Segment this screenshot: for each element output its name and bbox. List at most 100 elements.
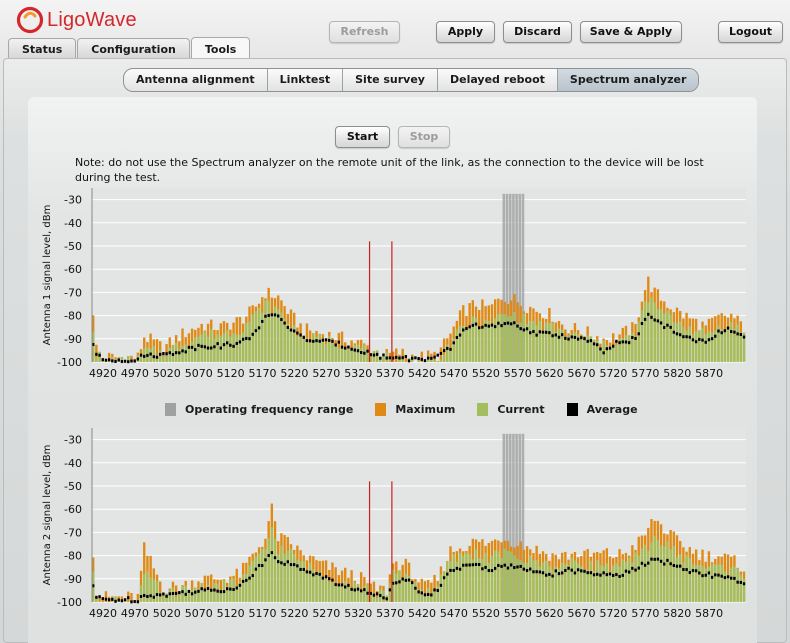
current-bar xyxy=(723,571,727,602)
current-bar xyxy=(344,349,347,362)
average-point xyxy=(554,569,557,573)
current-bar xyxy=(647,302,650,362)
current-bar xyxy=(340,585,344,602)
operating-range-bar xyxy=(521,193,525,362)
current-bar xyxy=(146,571,149,602)
subtab-delayed-reboot[interactable]: Delayed reboot xyxy=(438,69,558,91)
save-apply-button[interactable]: Save & Apply xyxy=(580,21,682,43)
current-bar xyxy=(685,555,688,602)
current-bar xyxy=(707,331,711,362)
current-bar xyxy=(596,560,599,602)
logout-button[interactable]: Logout xyxy=(718,21,783,43)
current-bar xyxy=(576,563,580,602)
current-bar xyxy=(363,585,366,602)
current-bar xyxy=(162,593,165,602)
apply-button[interactable]: Apply xyxy=(436,21,495,43)
current-bar xyxy=(640,310,644,362)
average-point xyxy=(350,347,353,351)
average-point xyxy=(133,600,136,604)
main-tabs: Status Configuration Tools xyxy=(8,37,251,59)
current-bar xyxy=(647,550,650,602)
refresh-button[interactable]: Refresh xyxy=(329,21,400,43)
average-point xyxy=(331,339,334,343)
current-bar xyxy=(152,345,156,362)
current-bar xyxy=(608,571,612,602)
current-bar xyxy=(669,314,672,362)
current-bar xyxy=(152,579,156,602)
current-bar xyxy=(471,559,475,602)
maximum-bar xyxy=(375,591,379,602)
current-bar xyxy=(643,544,647,602)
current-bar xyxy=(679,321,682,362)
x-tick-label: 4970 xyxy=(121,367,149,380)
subtab-linktest[interactable]: Linktest xyxy=(268,69,344,91)
average-point xyxy=(277,560,280,564)
current-bar xyxy=(283,318,286,362)
average-point xyxy=(136,357,140,361)
current-bar xyxy=(203,590,207,602)
subtab-antenna-alignment[interactable]: Antenna alignment xyxy=(124,69,268,91)
tab-configuration[interactable]: Configuration xyxy=(77,38,190,59)
average-point xyxy=(497,563,500,567)
average-point xyxy=(535,570,538,574)
average-point xyxy=(289,563,293,567)
subtab-spectrum-analyzer[interactable]: Spectrum analyzer xyxy=(557,69,699,91)
current-bar xyxy=(356,584,360,602)
current-bar xyxy=(487,320,490,362)
average-point xyxy=(229,587,232,591)
current-bar xyxy=(423,595,427,602)
discard-button[interactable]: Discard xyxy=(503,21,572,43)
average-point xyxy=(395,355,398,359)
average-point xyxy=(586,571,589,575)
current-bar xyxy=(235,334,238,362)
current-bar xyxy=(353,344,356,362)
subtab-site-survey[interactable]: Site survey xyxy=(343,69,438,91)
current-bar xyxy=(570,333,573,362)
tab-tools[interactable]: Tools xyxy=(190,37,251,59)
average-point xyxy=(146,353,149,357)
current-bar xyxy=(643,301,647,362)
current-bar xyxy=(739,574,743,602)
average-point xyxy=(407,578,411,582)
average-point xyxy=(663,326,666,330)
y-tick-label: -50 xyxy=(64,480,82,493)
current-bar xyxy=(446,561,449,602)
current-bar xyxy=(478,326,481,362)
current-bar xyxy=(618,566,621,602)
current-bar xyxy=(583,569,586,602)
current-bar xyxy=(538,566,542,602)
current-bar xyxy=(541,330,545,362)
current-bar xyxy=(375,350,379,362)
current-bar xyxy=(375,597,379,602)
average-point xyxy=(251,574,254,578)
stop-button[interactable]: Stop xyxy=(398,126,450,148)
current-bar xyxy=(241,574,245,602)
current-bar xyxy=(653,535,656,602)
start-button[interactable]: Start xyxy=(335,126,390,148)
tab-status[interactable]: Status xyxy=(8,38,77,59)
current-bar xyxy=(210,329,213,362)
average-point xyxy=(197,589,200,593)
maximum-bar xyxy=(155,339,159,362)
current-bar xyxy=(669,549,672,602)
average-point xyxy=(344,585,347,589)
average-point xyxy=(478,326,481,330)
current-bar xyxy=(292,553,296,602)
current-bar xyxy=(127,356,130,362)
average-point xyxy=(490,569,494,573)
average-point xyxy=(375,592,379,596)
current-bar xyxy=(168,348,171,362)
average-point xyxy=(111,597,114,601)
x-tick-label: 5620 xyxy=(536,367,564,380)
y-tick-label: -50 xyxy=(64,240,82,253)
current-bar xyxy=(666,310,669,362)
current-bar xyxy=(267,538,270,602)
average-point xyxy=(487,324,490,328)
average-point xyxy=(286,560,289,564)
current-bar xyxy=(714,564,717,602)
current-bar xyxy=(229,336,232,362)
average-point xyxy=(602,571,605,575)
x-tick-label: 5320 xyxy=(344,367,372,380)
current-bar xyxy=(286,550,289,602)
current-bar xyxy=(155,580,159,602)
